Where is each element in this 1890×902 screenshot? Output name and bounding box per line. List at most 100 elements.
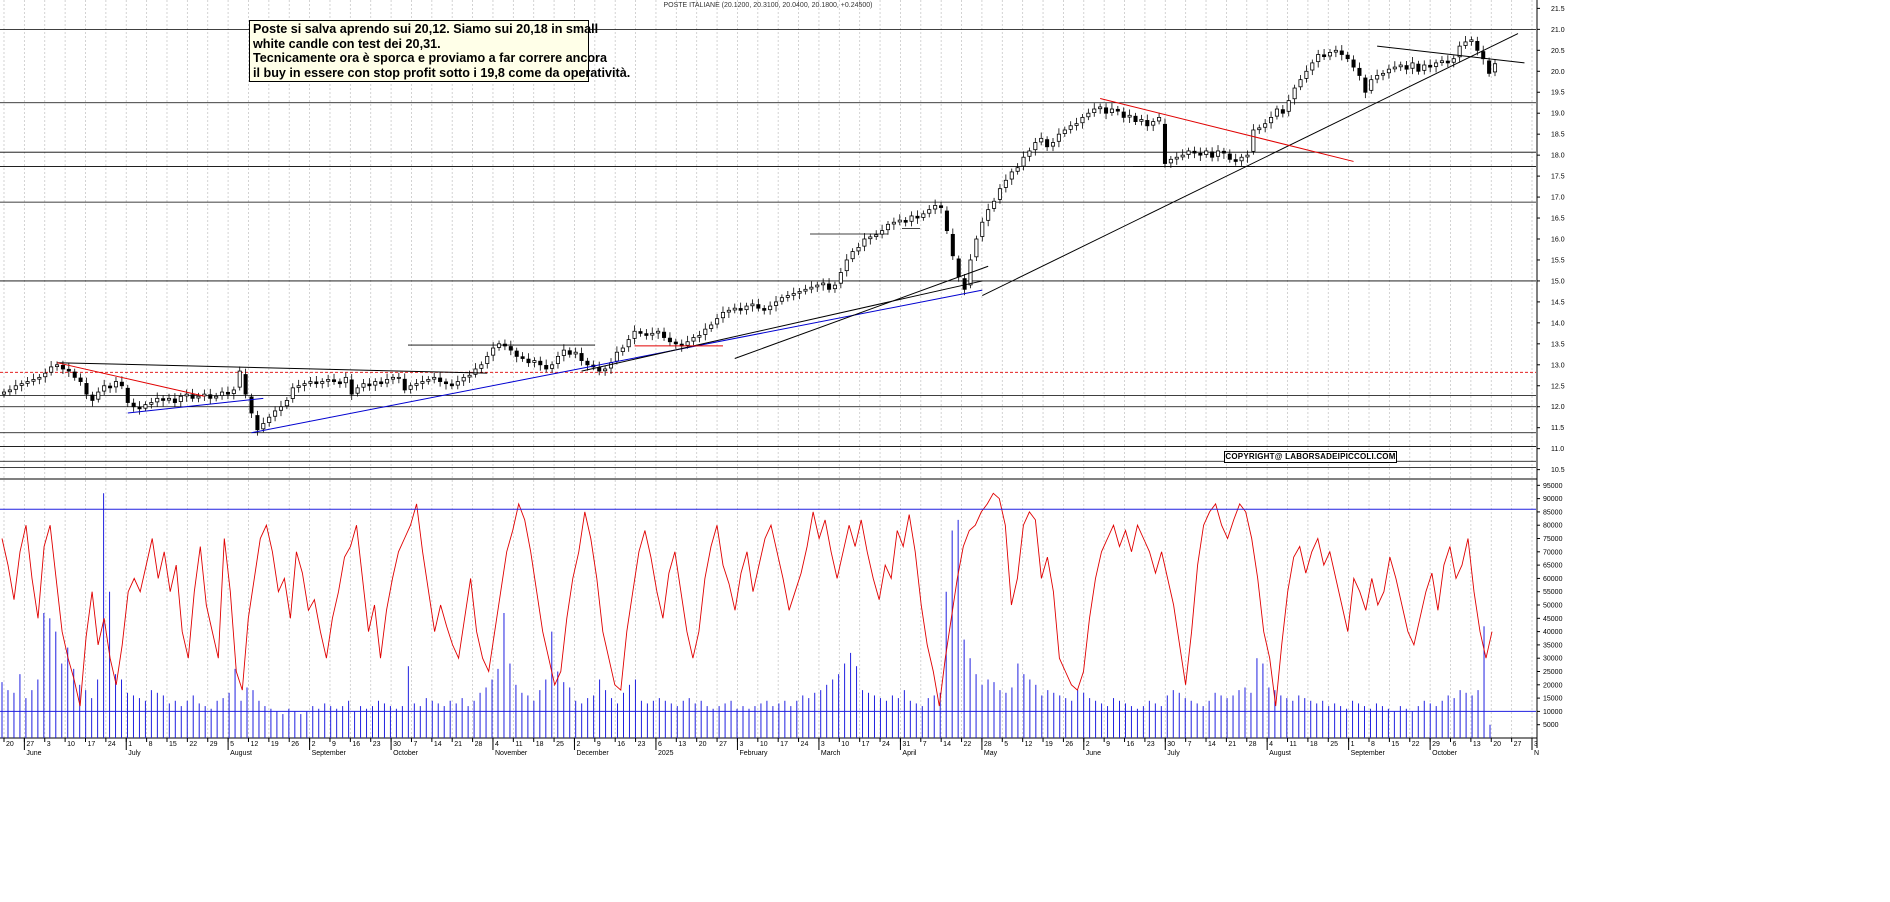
candle-body (1445, 60, 1450, 64)
x-day-label: 15 (1391, 741, 1399, 748)
candle-body (432, 376, 437, 380)
candle-body (939, 205, 944, 208)
candle (980, 217, 985, 242)
x-day-label: 3 (739, 741, 743, 748)
candle-body (1457, 45, 1462, 58)
candle-body (1145, 120, 1150, 127)
candle (396, 372, 401, 384)
candle (1369, 75, 1374, 94)
candle-body (361, 383, 366, 388)
candle (1457, 41, 1462, 63)
x-day-label: 22 (189, 741, 197, 748)
candle (367, 378, 372, 391)
candle (1428, 59, 1433, 73)
candle (538, 356, 543, 371)
candle (715, 314, 720, 329)
candle (184, 389, 189, 402)
candle (202, 389, 207, 401)
x-day-label: 26 (1065, 741, 1073, 748)
candle-body (13, 385, 18, 390)
candle-body (1168, 158, 1173, 164)
candle (626, 335, 631, 352)
candle-body (1333, 49, 1338, 53)
candle-body (1027, 150, 1032, 157)
candle (1050, 137, 1056, 152)
candle (420, 375, 425, 390)
candle-body (844, 259, 849, 272)
candle-body (108, 385, 113, 389)
candle-body (868, 236, 873, 240)
candle-body (113, 381, 118, 388)
candle-body (1015, 167, 1020, 172)
volume-tick-label: 60000 (1543, 576, 1563, 583)
candle-body (196, 395, 201, 399)
candle-body (60, 365, 65, 370)
annotation-line-3: Tecnicamente ora è sporca e proviamo a f… (253, 51, 607, 66)
x-day-label: 16 (352, 741, 360, 748)
x-day-label: 11 (1290, 741, 1297, 748)
x-month-label: June (26, 750, 41, 757)
candle (903, 217, 908, 227)
x-month-label: December (576, 750, 609, 757)
candle (25, 376, 30, 387)
candle-body (131, 402, 136, 408)
x-day-label: 11 (515, 741, 522, 748)
candle-body (1, 391, 7, 395)
volume-tick-label: 10000 (1543, 709, 1563, 716)
candle-body (921, 213, 926, 218)
candle (1192, 146, 1197, 159)
candle (225, 386, 230, 400)
candle (603, 365, 608, 376)
candle (1162, 118, 1167, 168)
black-trendline (57, 362, 488, 374)
candle-body (667, 337, 672, 343)
candle (933, 199, 938, 215)
candle-body (1104, 107, 1109, 114)
candle-body (1351, 59, 1356, 68)
candle-body (1410, 62, 1415, 69)
x-day-label: 23 (373, 741, 381, 748)
candle-body (1233, 159, 1238, 162)
x-day-label: 6 (1453, 741, 1457, 748)
candle-body (420, 381, 425, 384)
x-day-label: 14 (434, 741, 442, 748)
candle-body (19, 383, 24, 386)
candle (1104, 103, 1109, 120)
candle (1021, 151, 1026, 171)
candle-body (149, 402, 154, 405)
price-tick-label: 18.0 (1551, 153, 1565, 160)
volume-tick-label: 35000 (1543, 642, 1563, 649)
x-day-label: 25 (1330, 741, 1338, 748)
candle-body (1381, 72, 1386, 76)
candle-body (608, 362, 614, 369)
x-day-label: 23 (1147, 741, 1155, 748)
candle-body (155, 397, 160, 403)
candle (1327, 49, 1333, 61)
candle (644, 329, 649, 340)
candle (1434, 59, 1439, 73)
x-day-label: 29 (1432, 741, 1440, 748)
candle-body (467, 374, 472, 378)
volume-bars (1, 493, 1491, 738)
candle-body (31, 379, 36, 382)
candle (1115, 105, 1120, 116)
x-month-label: September (1351, 750, 1386, 757)
price-tick-label: 17.5 (1551, 174, 1565, 181)
candle-body (90, 394, 95, 401)
candle (137, 401, 142, 415)
candle (1045, 136, 1050, 151)
candle-body (1045, 139, 1050, 148)
candle-body (1434, 62, 1439, 67)
candle (390, 374, 395, 385)
candle (809, 281, 814, 294)
candle-body (1263, 123, 1268, 128)
candle (1092, 103, 1097, 117)
candle-body (850, 251, 855, 260)
candle (1239, 153, 1244, 166)
candle-body (1151, 121, 1156, 126)
candle-body (326, 379, 331, 382)
candle-body (1062, 129, 1067, 134)
candle (332, 373, 337, 385)
candle (1404, 61, 1409, 75)
candle (502, 339, 507, 351)
